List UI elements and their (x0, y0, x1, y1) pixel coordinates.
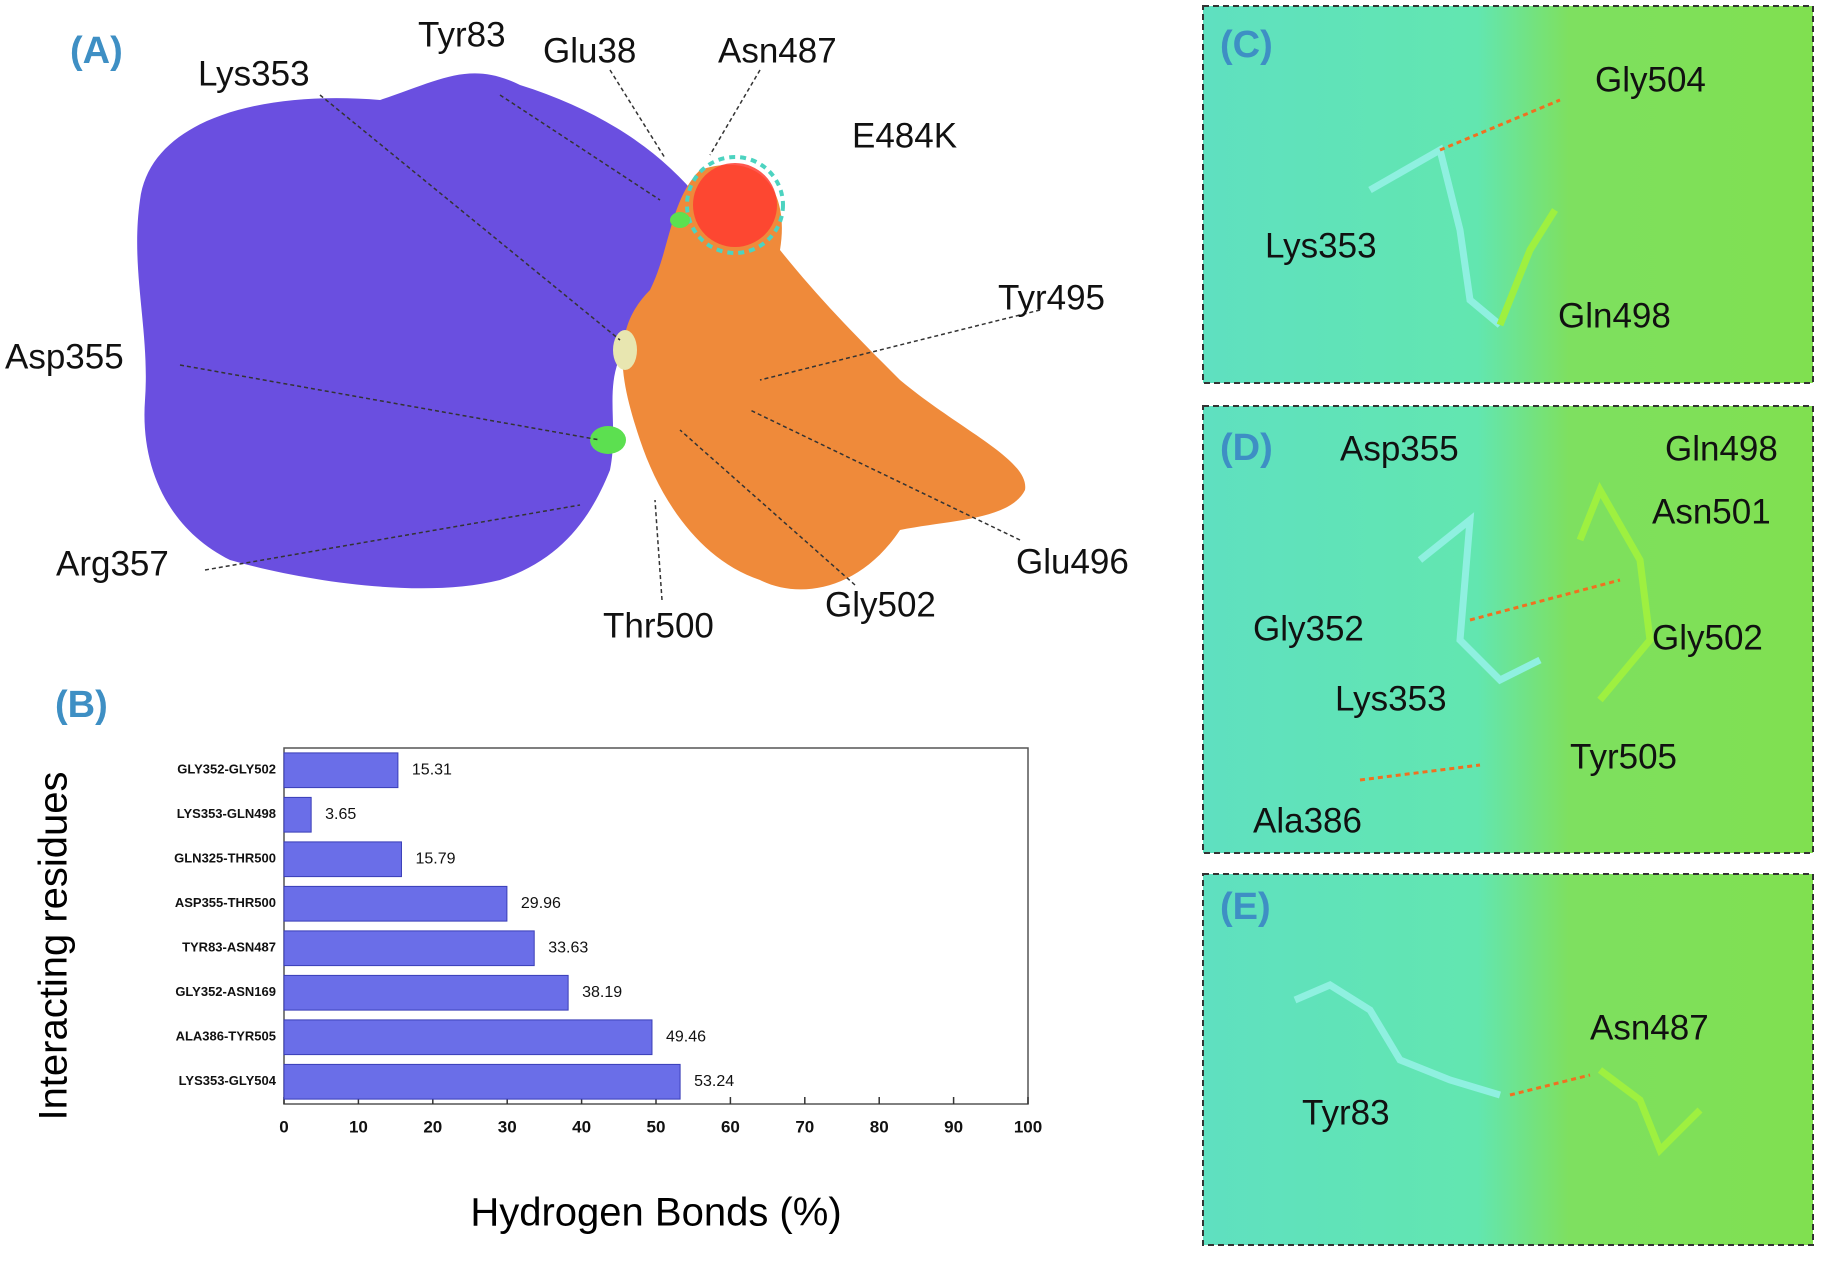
x-tick-label: 80 (870, 1117, 889, 1136)
residue-label: Ala386 (1253, 801, 1362, 840)
panel-e-box (1202, 873, 1814, 1246)
value-label: 33.63 (548, 939, 588, 956)
residue-label: Gln498 (1558, 296, 1671, 335)
x-tick-label: 30 (498, 1117, 517, 1136)
residue-label: Asn487 (718, 31, 837, 70)
panel-c-molecule (1368, 98, 1561, 328)
y-axis-label: Interacting residues (32, 771, 76, 1120)
residue-label: Lys353 (1265, 226, 1377, 265)
panel-label: (D) (1220, 427, 1273, 469)
bar (283, 1063, 681, 1100)
panel-d-box (1202, 405, 1814, 854)
residue-label: Tyr83 (1302, 1093, 1390, 1132)
panel-label: (A) (70, 30, 123, 72)
panel-e-molecule (1293, 981, 1703, 1157)
x-tick-label: 60 (721, 1117, 740, 1136)
residue-label: Arg357 (56, 544, 169, 583)
residue-label: Glu38 (543, 31, 636, 70)
x-tick-label: 20 (423, 1117, 442, 1136)
residue-label: Tyr505 (1570, 737, 1677, 776)
y-tick-label: GLN325-THR500 (174, 851, 276, 866)
panel-label: (C) (1220, 24, 1273, 66)
residue-label: Glu496 (1016, 542, 1129, 581)
bar (283, 885, 508, 922)
residue-label: Asp355 (1340, 429, 1459, 468)
value-label: 38.19 (582, 984, 622, 1001)
value-label: 53.24 (694, 1073, 734, 1090)
residue-label: Gly502 (1652, 618, 1763, 657)
bar (283, 796, 312, 833)
bar (283, 841, 402, 878)
y-tick-label: GLY352-ASN169 (175, 984, 276, 999)
panel-c-box (1202, 5, 1814, 384)
residue-label: Gln498 (1665, 429, 1778, 468)
y-tick-label: LYS353-GLN498 (177, 806, 276, 821)
value-label: 3.65 (325, 806, 356, 823)
bar-chart: 0 10 20 30 40 50 60 70 80 90 100 GLY352-GLY502 15.31… (174, 747, 1042, 1136)
residue-label: Gly352 (1253, 609, 1364, 648)
value-label: 15.79 (415, 850, 455, 867)
value-label: 29.96 (521, 895, 561, 912)
residue-label: Thr500 (603, 606, 714, 645)
panel-label: (B) (55, 684, 108, 726)
value-label: 15.31 (412, 761, 452, 778)
y-tick-label: ALA386-TYR505 (176, 1029, 276, 1044)
y-tick-label: LYS353-GLY504 (179, 1073, 277, 1088)
y-tick-label: ASP355-THR500 (175, 895, 276, 910)
x-tick-label: 10 (349, 1117, 368, 1136)
x-tick-label: 90 (944, 1117, 963, 1136)
bar (283, 752, 399, 789)
x-axis-label: Hydrogen Bonds (%) (470, 1191, 841, 1235)
residue-label: Lys353 (1335, 679, 1447, 718)
x-tick-label: 70 (795, 1117, 814, 1136)
residue-label: Tyr83 (418, 15, 506, 54)
bar (283, 930, 535, 967)
value-label: 49.46 (666, 1028, 706, 1045)
y-tick-label: GLY352-GLY502 (177, 762, 276, 777)
x-tick-label: 40 (572, 1117, 591, 1136)
residue-label: Gly502 (825, 585, 936, 624)
bar (283, 974, 569, 1011)
x-tick-label: 0 (279, 1117, 288, 1136)
residue-label: Asn487 (1590, 1008, 1709, 1047)
x-tick-label: 50 (647, 1117, 666, 1136)
residue-label: Gly504 (1595, 60, 1706, 99)
residue-label: Tyr495 (998, 278, 1105, 317)
bar (283, 1019, 653, 1056)
panel-label: (E) (1220, 886, 1271, 928)
residue-label: Asp355 (5, 337, 124, 376)
residue-label: Lys353 (198, 54, 310, 93)
residue-label: Asn501 (1652, 492, 1771, 531)
residue-label: E484K (852, 116, 957, 155)
panel-d-molecule (1359, 481, 1654, 782)
panel-a-structure (137, 69, 1041, 601)
x-tick-label: 100 (1014, 1117, 1042, 1136)
y-tick-label: TYR83-ASN487 (182, 940, 276, 955)
